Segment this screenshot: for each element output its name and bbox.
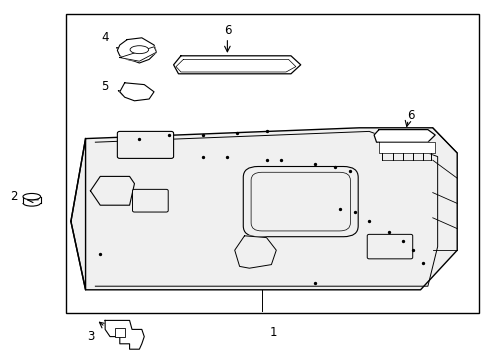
Polygon shape [90,176,134,205]
Text: 2: 2 [10,190,18,203]
FancyBboxPatch shape [243,166,357,237]
Polygon shape [120,47,156,61]
Bar [66,14,478,313]
Bar [115,328,124,337]
Text: 4: 4 [101,31,109,44]
FancyBboxPatch shape [132,189,168,212]
Polygon shape [173,56,300,74]
Polygon shape [373,130,434,142]
Text: 5: 5 [101,80,109,93]
Text: 6: 6 [223,24,231,37]
Polygon shape [117,38,156,63]
Ellipse shape [130,46,148,54]
FancyBboxPatch shape [366,234,412,259]
Polygon shape [234,236,276,268]
Ellipse shape [23,193,41,200]
Text: 3: 3 [86,330,94,343]
FancyBboxPatch shape [117,131,173,158]
Text: 6: 6 [406,109,414,122]
Text: 1: 1 [269,327,277,339]
Polygon shape [105,320,144,349]
Polygon shape [71,128,456,290]
Polygon shape [120,83,154,101]
Polygon shape [378,142,434,153]
